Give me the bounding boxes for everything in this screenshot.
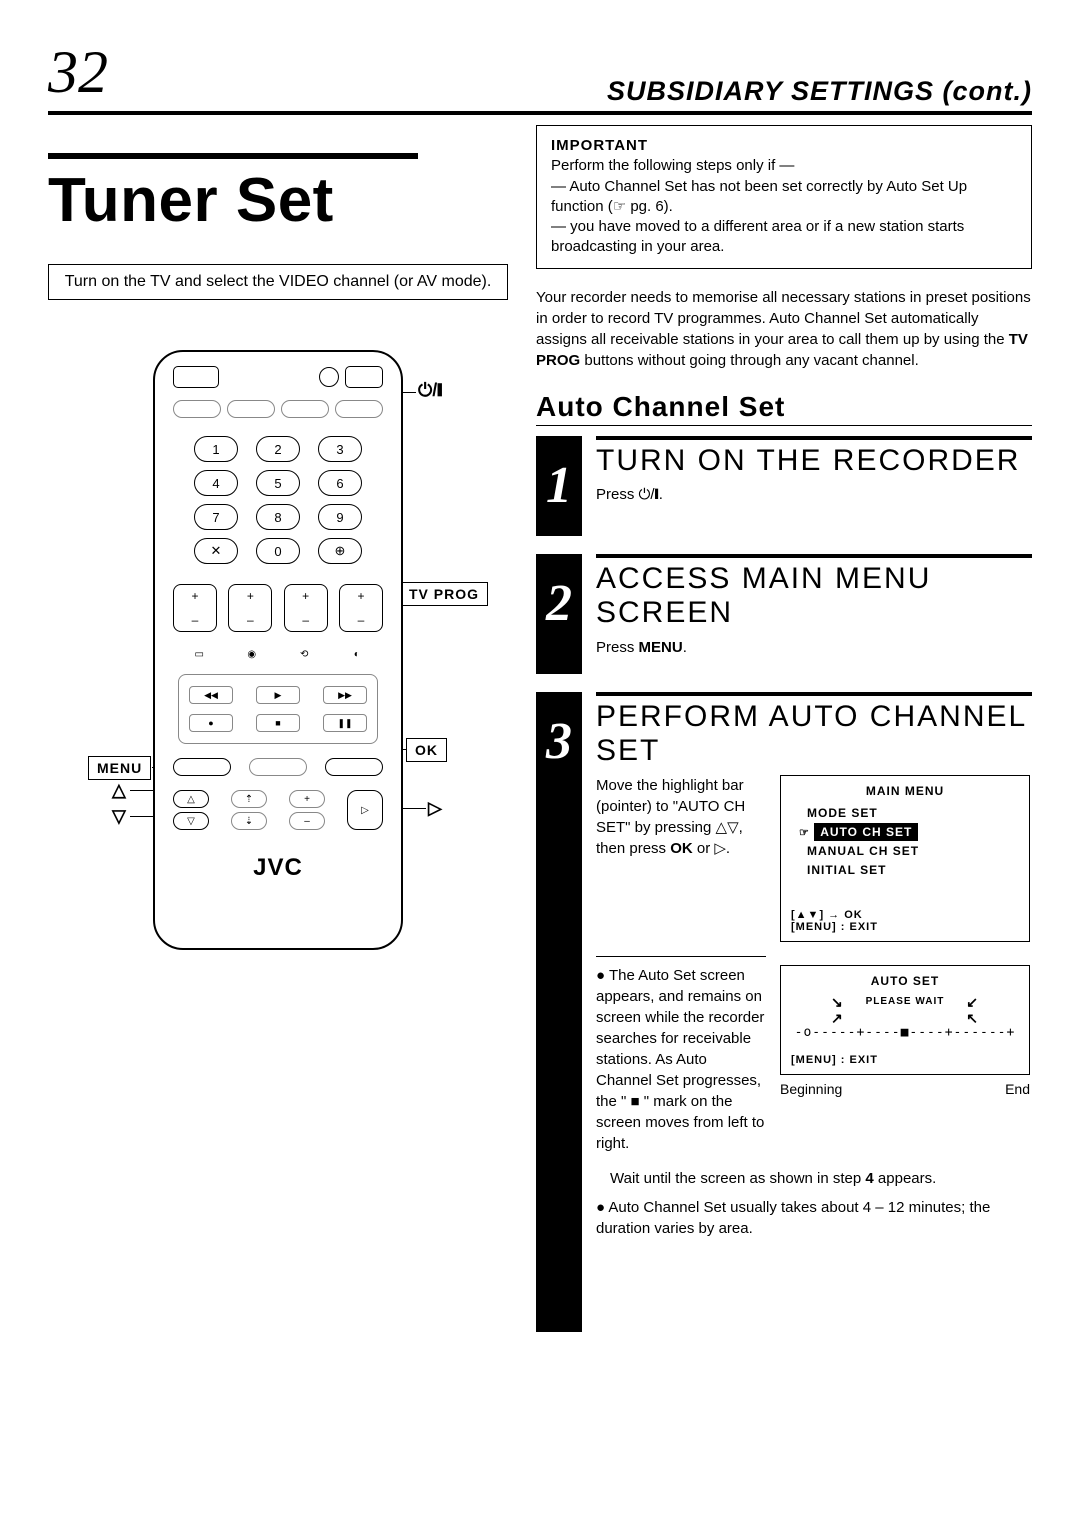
remote-rocker-button: +– bbox=[284, 584, 328, 632]
autoset-wait: ↘ PLEASE WAIT ↙ ↗ ↖ bbox=[791, 996, 1019, 1007]
important-item: — you have moved to a different area or … bbox=[551, 217, 1017, 258]
remote-rocker-button: +– bbox=[339, 584, 383, 632]
step-2: 2 ACCESS MAIN MENU SCREEN Press MENU. bbox=[536, 554, 1032, 674]
main-title: Tuner Set bbox=[48, 165, 508, 236]
callout-right-icon: ▷ bbox=[428, 798, 442, 819]
menu-item: MODE SET bbox=[803, 804, 1019, 822]
autoset-title: AUTO SET bbox=[791, 974, 1019, 988]
important-box: IMPORTANT Perform the following steps on… bbox=[536, 125, 1032, 269]
callout-up-icon: △ bbox=[112, 780, 126, 801]
step-text: Press ⏻/❙. bbox=[596, 484, 1032, 505]
remote-number-pad: 1 2 3 4 5 6 7 8 9 ✕ 0 ⊕ bbox=[194, 436, 362, 564]
remote-up-button: △ bbox=[173, 790, 209, 808]
remote-nav-button: – bbox=[289, 812, 325, 830]
remote-num-button: 4 bbox=[194, 470, 238, 496]
step-text: Move the highlight bar (pointer) to "AUT… bbox=[596, 775, 766, 942]
remote-num-button: 6 bbox=[318, 470, 362, 496]
remote-down-button: ▽ bbox=[173, 812, 209, 830]
remote-grey-button bbox=[227, 400, 275, 418]
remote-control-diagram: 1 2 3 4 5 6 7 8 9 ✕ 0 ⊕ bbox=[153, 350, 403, 950]
remote-indicator-icon: ◐ bbox=[348, 648, 366, 660]
page-number: 32 bbox=[48, 38, 108, 107]
remote-nav-button: ⇣ bbox=[231, 812, 267, 830]
remote-grey-button bbox=[281, 400, 329, 418]
autoset-labels: Beginning End bbox=[780, 1081, 1030, 1097]
step-bullet: ● The Auto Set screen appears, and remai… bbox=[596, 965, 766, 1154]
autoset-screen: AUTO SET ↘ PLEASE WAIT ↙ ↗ ↖ -o-----+---… bbox=[780, 965, 1030, 1075]
remote-indicator-icon: ▭ bbox=[190, 648, 208, 660]
step-title: PERFORM AUTO CHANNEL SET bbox=[596, 700, 1032, 769]
step-title: ACCESS MAIN MENU SCREEN bbox=[596, 562, 1032, 631]
autoset-progress-bar: -o-----+----■----+------+ bbox=[791, 1025, 1019, 1040]
menu-item: MANUAL CH SET bbox=[803, 842, 1019, 860]
remote-num-button: 9 bbox=[318, 504, 362, 530]
remote-num-button: ⊕ bbox=[318, 538, 362, 564]
remote-rec-button: ● bbox=[189, 714, 233, 732]
main-menu-screen: MAIN MENU MODE SET ☞ AUTO CH SET MANUAL … bbox=[780, 775, 1030, 942]
remote-grey-button bbox=[335, 400, 383, 418]
remote-play-button: ▶ bbox=[256, 686, 300, 704]
callout-down-icon: ▽ bbox=[112, 806, 126, 827]
remote-rew-button: ◀◀ bbox=[189, 686, 233, 704]
beginning-label: Beginning bbox=[780, 1081, 842, 1097]
important-intro: Perform the following steps only if — bbox=[551, 156, 1017, 176]
remote-menu-button bbox=[173, 758, 231, 776]
callout-power-icon: ⏻/❙ bbox=[418, 380, 442, 401]
remote-led-icon bbox=[319, 367, 339, 387]
remote-right-button: ▷ bbox=[347, 790, 383, 830]
remote-num-button: 7 bbox=[194, 504, 238, 530]
step-wait-text: Wait until the screen as shown in step 4… bbox=[596, 1168, 1032, 1189]
remote-brand-logo: JVC bbox=[253, 854, 303, 882]
remote-ff-button: ▶▶ bbox=[323, 686, 367, 704]
section-title: Auto Channel Set bbox=[536, 391, 1032, 426]
remote-ok-button bbox=[325, 758, 383, 776]
note-box: Turn on the TV and select the VIDEO chan… bbox=[48, 264, 508, 300]
step-number: 1 bbox=[536, 436, 582, 536]
remote-num-button: 5 bbox=[256, 470, 300, 496]
callout-tvprog-label: TV PROG bbox=[400, 582, 488, 606]
remote-eject-button bbox=[173, 366, 219, 388]
remote-stop-button: ■ bbox=[256, 714, 300, 732]
remote-rocker-button: +– bbox=[228, 584, 272, 632]
menu-footer: [▲▼] → OK bbox=[791, 909, 1019, 921]
remote-indicator-icon: ⟲ bbox=[295, 648, 313, 660]
remote-num-button: 0 bbox=[256, 538, 300, 564]
remote-nav-button: + bbox=[289, 790, 325, 808]
page-header: 32 SUBSIDIARY SETTINGS (cont.) bbox=[48, 38, 1032, 115]
remote-grey-button bbox=[173, 400, 221, 418]
step-title: TURN ON THE RECORDER bbox=[596, 444, 1032, 479]
remote-num-button: 3 bbox=[318, 436, 362, 462]
important-label: IMPORTANT bbox=[551, 136, 1017, 156]
intro-paragraph: Your recorder needs to memorise all nece… bbox=[536, 287, 1032, 371]
remote-nav-button: ⇡ bbox=[231, 790, 267, 808]
remote-grey-pill-button bbox=[249, 758, 307, 776]
step-1: 1 TURN ON THE RECORDER Press ⏻/❙. bbox=[536, 436, 1032, 536]
autoset-footer: [MENU] : EXIT bbox=[791, 1054, 1019, 1066]
remote-rocker-button: +– bbox=[173, 584, 217, 632]
remote-num-button: ✕ bbox=[194, 538, 238, 564]
step-number: 3 bbox=[536, 692, 582, 1332]
end-label: End bbox=[1005, 1081, 1030, 1097]
step-bullet: ● Auto Channel Set usually takes about 4… bbox=[596, 1197, 1032, 1239]
remote-transport-group: ◀◀ ▶ ▶▶ ● ■ ❚❚ bbox=[178, 674, 378, 744]
remote-pause-button: ❚❚ bbox=[323, 714, 367, 732]
menu-item: INITIAL SET bbox=[803, 861, 1019, 879]
important-item: — Auto Channel Set has not been set corr… bbox=[551, 177, 1017, 218]
callout-ok-label: OK bbox=[406, 738, 447, 762]
remote-num-button: 8 bbox=[256, 504, 300, 530]
remote-num-button: 2 bbox=[256, 436, 300, 462]
header-title: SUBSIDIARY SETTINGS (cont.) bbox=[607, 76, 1032, 107]
menu-item-selected: AUTO CH SET bbox=[814, 823, 918, 841]
remote-indicator-icon: ◉ bbox=[243, 648, 261, 660]
remote-num-button: 1 bbox=[194, 436, 238, 462]
step-number: 2 bbox=[536, 554, 582, 674]
title-rule bbox=[48, 153, 418, 159]
callout-menu-label: MENU bbox=[88, 756, 151, 780]
step-3: 3 PERFORM AUTO CHANNEL SET Move the high… bbox=[536, 692, 1032, 1332]
step-text: Press MENU. bbox=[596, 637, 1032, 658]
remote-power-button bbox=[345, 366, 383, 388]
menu-screen-title: MAIN MENU bbox=[791, 784, 1019, 798]
menu-footer: [MENU] : EXIT bbox=[791, 921, 1019, 933]
